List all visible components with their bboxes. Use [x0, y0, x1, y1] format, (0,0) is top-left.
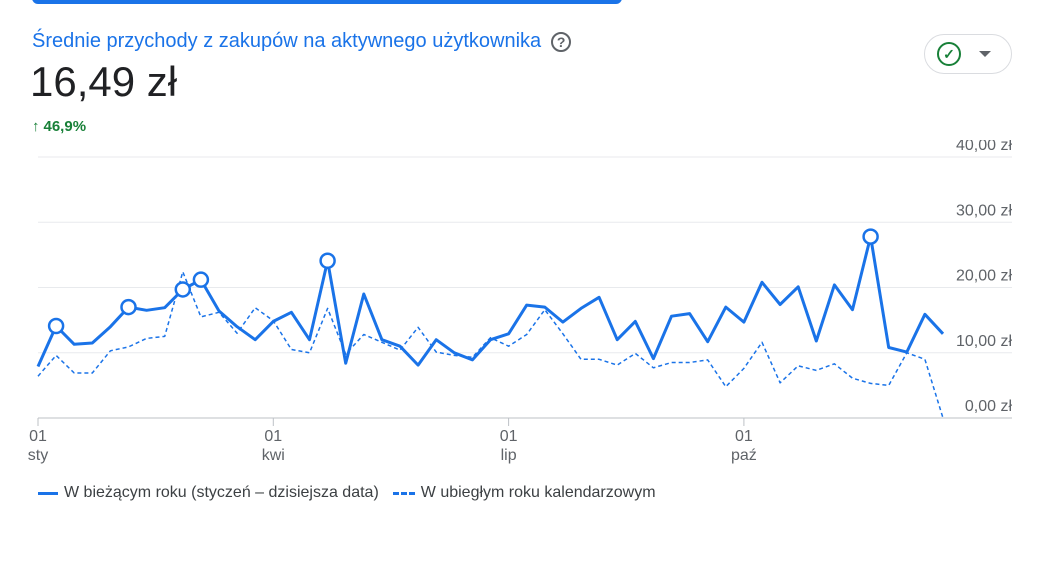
y-tick-label: 10,00 zł — [956, 333, 1012, 350]
anomaly-marker — [174, 281, 192, 298]
x-tick-day: 01 — [500, 428, 518, 445]
x-tick-month: kwi — [262, 447, 285, 464]
y-tick-label: 30,00 zł — [956, 202, 1012, 219]
legend-label-current-year: W bieżącym roku (styczeń – dzisiejsza da… — [64, 484, 379, 501]
legend-item-current-year[interactable]: W bieżącym roku (styczeń – dzisiejsza da… — [38, 484, 379, 502]
legend-swatch-solid — [38, 491, 58, 495]
line-chart: 0,00 zł 10,00 zł 20,00 zł 30,00 zł 40,00 zł 0… — [28, 140, 1013, 464]
check-circle-icon: ✓ — [937, 42, 961, 66]
help-icon[interactable]: ? — [551, 31, 572, 52]
legend-label-previous-year: W ubiegłym roku kalendarzowym — [420, 484, 656, 501]
change-value: 46,9% — [43, 118, 87, 135]
caret-down-icon — [979, 51, 991, 57]
metric-value: 16,49 zł — [30, 58, 178, 105]
x-tick-day: 01 — [29, 428, 47, 445]
chart-legend: W bieżącym roku (styczeń – dzisiejsza da… — [38, 484, 670, 502]
legend-swatch-dashed — [392, 491, 415, 495]
metric-title[interactable]: Średnie przychody z zakupów na aktywnego… — [32, 30, 542, 52]
y-tick-label: 20,00 zł — [956, 268, 1012, 285]
x-tick-day: 01 — [735, 428, 753, 445]
anomaly-marker — [47, 317, 65, 335]
anomaly-marker — [192, 271, 210, 288]
y-tick-label: 40,00 zł — [956, 140, 1012, 154]
legend-item-previous-year[interactable]: W ubiegłym roku kalendarzowym — [392, 484, 656, 502]
card-header: Średnie przychody z zakupów na aktywnego… — [32, 30, 572, 53]
arrow-up-icon: ↑ — [32, 118, 40, 135]
change-indicator: ↑ 46,9% — [32, 118, 86, 135]
y-tick-label: 0,00 zł — [965, 398, 1013, 415]
anomaly-marker — [120, 298, 137, 316]
x-tick-day: 01 — [264, 428, 282, 445]
anomaly-marker — [862, 228, 879, 245]
series-line-previous-year — [37, 271, 944, 419]
status-dropdown[interactable]: ✓ — [924, 34, 1012, 74]
top-accent-bar — [32, 0, 622, 4]
x-tick-month: lip — [501, 447, 517, 464]
x-tick-month: paź — [731, 447, 757, 464]
anomaly-marker — [319, 252, 336, 269]
x-tick-month: sty — [28, 447, 48, 464]
